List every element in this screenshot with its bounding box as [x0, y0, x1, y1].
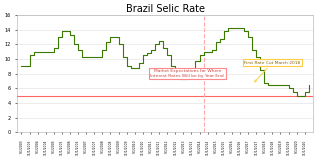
Text: Market Expectations for Where
Interest Rates Will be by Year End: Market Expectations for Where Interest R…: [151, 69, 224, 78]
Title: Brazil Selic Rate: Brazil Selic Rate: [126, 4, 204, 14]
Text: First Rate Cut March 2018: First Rate Cut March 2018: [244, 61, 301, 82]
